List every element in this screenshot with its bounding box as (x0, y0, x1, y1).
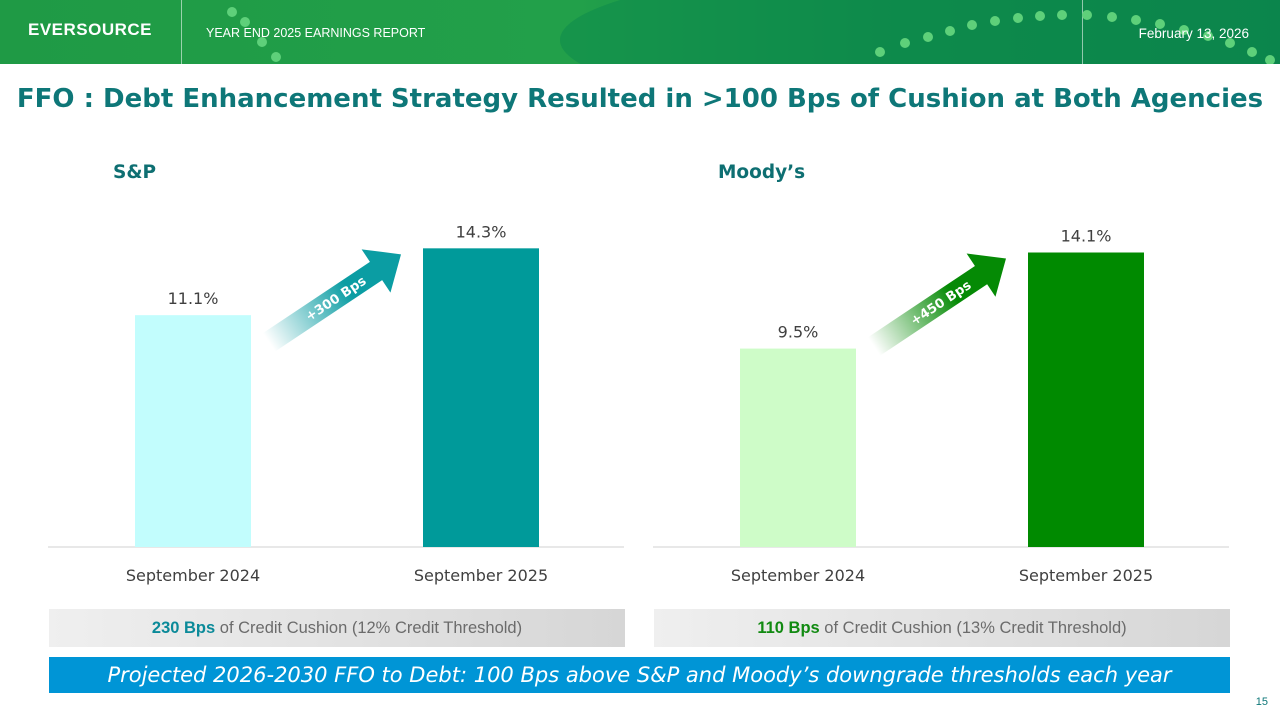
x-tick-label: September 2024 (126, 566, 260, 585)
x-tick-label: September 2025 (1019, 566, 1153, 585)
company-logo: EVERSOURCE (28, 20, 153, 39)
header-dot (240, 17, 250, 27)
header-dot (1107, 12, 1117, 22)
page-number: 15 (1255, 696, 1268, 708)
header-dot (1082, 10, 1092, 20)
projection-banner: Projected 2026-2030 FFO to Debt: 100 Bps… (49, 657, 1230, 693)
sp-bar-chart: 11.1% September 2024 14.3% September 2025 +3… (48, 222, 624, 585)
header-dot (1225, 38, 1235, 48)
header-dot (1131, 15, 1141, 25)
slide-title: FFO : Debt Enhancement Strategy Resulted… (16, 84, 1264, 114)
header-band: EVERSOURCE YEAR END 2025 EARNINGS REPORT… (0, 0, 1280, 64)
x-tick-label: September 2025 (414, 566, 548, 585)
bar-september-2024 (135, 315, 251, 547)
moodys-cushion-box: 110 Bps of Credit Cushion (13% Credit Th… (654, 609, 1230, 647)
sp-chart-title: S&P (113, 162, 157, 183)
header-wave-decoration (560, 0, 1280, 64)
header-dot (1203, 31, 1213, 41)
x-tick-label: September 2024 (731, 566, 865, 585)
report-date: February 13, 2026 (1138, 26, 1249, 41)
moodys-cushion-text: of Credit Cushion (13% Credit Threshold) (819, 619, 1127, 637)
header-dot (945, 26, 955, 36)
header-dot (1013, 13, 1023, 23)
bar-value-label: 9.5% (778, 323, 819, 342)
bar-september-2025 (423, 248, 539, 548)
header-dot (1179, 25, 1189, 35)
moodys-chart-title: Moody’s (718, 162, 806, 183)
moodys-cushion-bps: 110 Bps (757, 619, 820, 637)
header-dot (1247, 47, 1257, 57)
sp-cushion-bps: 230 Bps (151, 619, 216, 637)
bar-september-2024 (740, 348, 856, 547)
header-divider (1082, 0, 1083, 64)
growth-arrow-shape (262, 249, 402, 352)
growth-arrow-label: +300 Bps (303, 274, 369, 325)
growth-arrow: +450 Bps (867, 253, 1007, 356)
header-dot (967, 20, 977, 30)
sp-cushion-box: 230 Bps of Credit Cushion (12% Credit Th… (49, 609, 625, 647)
header-dot (1155, 19, 1165, 29)
header-dot (1265, 55, 1275, 64)
header-dot (990, 16, 1000, 26)
growth-arrow-shape (867, 253, 1007, 356)
report-title: YEAR END 2025 EARNINGS REPORT (206, 26, 426, 40)
bar-value-label: 14.1% (1061, 227, 1112, 246)
growth-arrow: +300 Bps (262, 249, 402, 352)
header-dot (900, 38, 910, 48)
header-dot (875, 47, 885, 57)
bar-value-label: 11.1% (168, 289, 219, 308)
header-dot (227, 7, 237, 17)
bar-value-label: 14.3% (456, 222, 507, 241)
header-dot (923, 32, 933, 42)
header-divider (181, 0, 182, 64)
header-dot (1035, 11, 1045, 21)
moodys-bar-chart: 9.5% September 2024 14.1% September 2025 +45… (653, 227, 1229, 585)
header-dot (1057, 10, 1067, 20)
bar-september-2025 (1028, 252, 1144, 547)
header-dot (271, 52, 281, 62)
header-dot (257, 37, 267, 47)
growth-arrow-label: +450 Bps (908, 278, 974, 329)
sp-cushion-text: of Credit Cushion (12% Credit Threshold) (215, 619, 523, 637)
